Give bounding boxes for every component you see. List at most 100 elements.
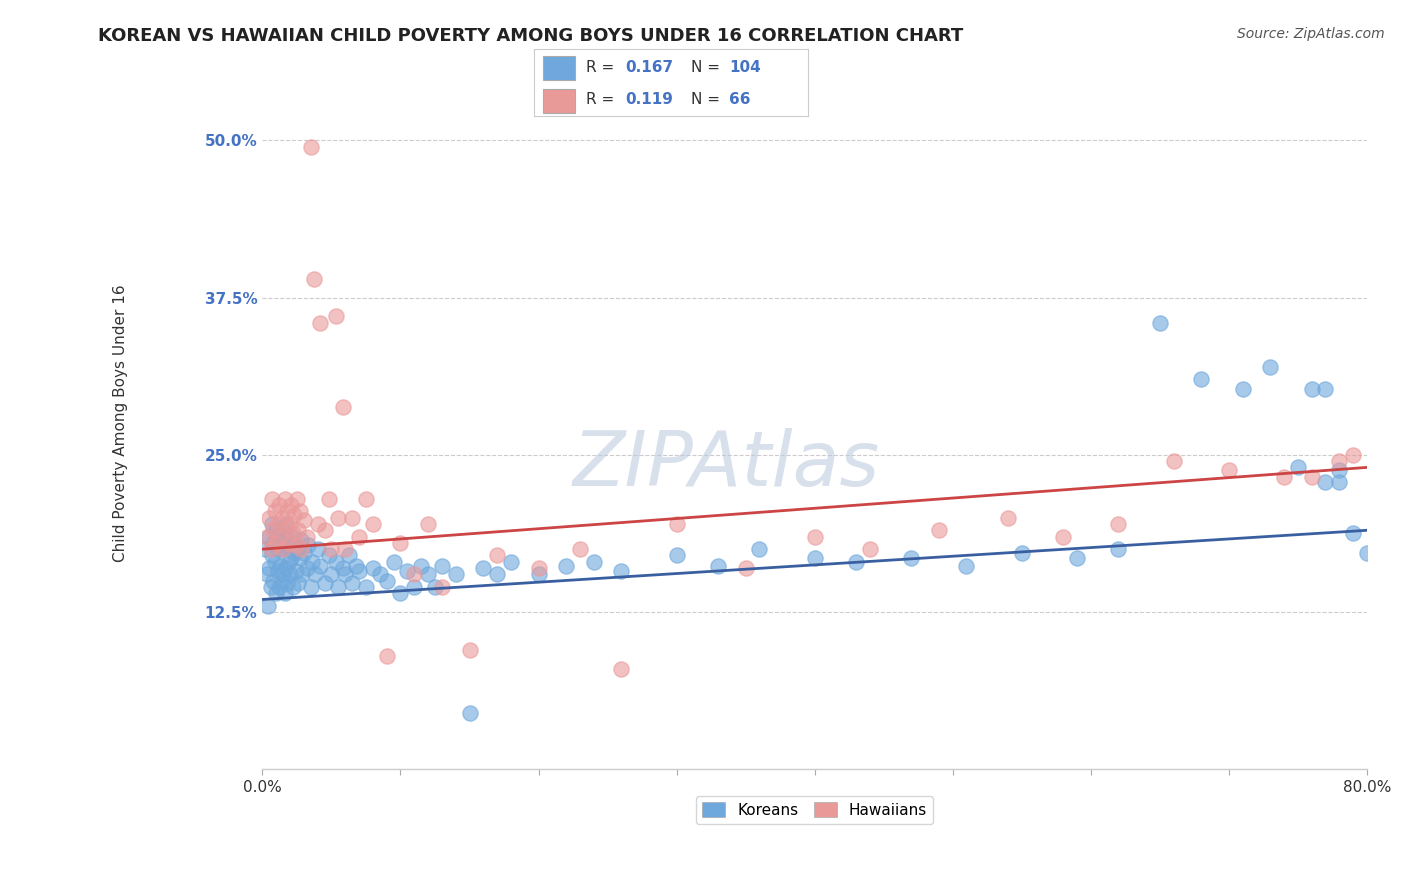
Point [304, 567, 326, 582]
Point [256, 567, 278, 582]
Point [404, 580, 426, 594]
Point [281, 525, 304, 540]
Point [555, 558, 578, 573]
FancyBboxPatch shape [543, 55, 575, 80]
Point [309, 316, 332, 330]
Point [610, 662, 633, 676]
Point [318, 549, 340, 563]
Text: 104: 104 [728, 60, 761, 75]
Point [263, 504, 285, 518]
Point [266, 516, 288, 531]
Text: N =: N = [690, 92, 724, 107]
Point [368, 567, 391, 582]
Point [283, 546, 305, 560]
Point [1066, 551, 1088, 566]
Point [259, 561, 281, 575]
Point [1272, 470, 1295, 484]
Point [299, 139, 322, 153]
Point [1189, 372, 1212, 386]
Point [325, 555, 347, 569]
Text: KOREAN VS HAWAIIAN CHILD POVERTY AMONG BOYS UNDER 16 CORRELATION CHART: KOREAN VS HAWAIIAN CHILD POVERTY AMONG B… [98, 27, 963, 45]
Point [1301, 383, 1323, 397]
Point [285, 491, 308, 506]
Point [276, 576, 298, 591]
Point [302, 271, 325, 285]
Point [803, 551, 825, 566]
Point [264, 524, 287, 538]
Point [278, 536, 301, 550]
Point [423, 580, 446, 594]
Point [458, 642, 481, 657]
Point [287, 576, 309, 591]
Point [259, 530, 281, 544]
Point [347, 564, 370, 578]
Point [280, 498, 302, 512]
Point [339, 549, 361, 563]
Point [274, 561, 297, 575]
Point [263, 536, 285, 550]
Point [307, 542, 329, 557]
Point [297, 538, 319, 552]
Point [1327, 475, 1350, 490]
Point [665, 549, 688, 563]
Point [287, 524, 309, 538]
Point [291, 567, 314, 582]
Point [269, 538, 291, 552]
Point [276, 504, 298, 518]
Point [734, 561, 756, 575]
Point [1258, 359, 1281, 374]
Point [314, 576, 336, 591]
Point [270, 510, 292, 524]
Point [318, 491, 340, 506]
Point [375, 649, 398, 664]
Point [284, 538, 307, 552]
Point [290, 533, 312, 548]
Point [271, 542, 294, 557]
Point [1011, 546, 1033, 560]
Point [263, 524, 285, 538]
Point [290, 542, 312, 557]
Point [527, 567, 550, 582]
Point [277, 536, 299, 550]
Point [271, 542, 294, 557]
Point [285, 542, 308, 557]
Point [264, 586, 287, 600]
Point [389, 536, 412, 550]
Point [527, 561, 550, 575]
Point [416, 567, 439, 582]
Point [1232, 383, 1254, 397]
Point [1341, 525, 1364, 540]
Point [486, 549, 509, 563]
Point [273, 530, 295, 544]
Point [1315, 475, 1337, 490]
Text: ZIPAtlas: ZIPAtlas [572, 428, 880, 502]
Text: R =: R = [586, 92, 620, 107]
Point [281, 530, 304, 544]
Point [260, 542, 283, 557]
Point [928, 524, 950, 538]
Point [707, 558, 730, 573]
Point [396, 564, 419, 578]
Point [281, 580, 304, 594]
Point [295, 561, 318, 575]
Point [803, 530, 825, 544]
Point [278, 516, 301, 531]
Point [416, 516, 439, 531]
Point [1163, 454, 1185, 468]
Point [269, 558, 291, 573]
Point [430, 558, 453, 573]
Point [292, 546, 315, 560]
Point [256, 530, 278, 544]
Point [301, 555, 323, 569]
Point [292, 513, 315, 527]
Point [568, 542, 591, 557]
Point [610, 564, 633, 578]
Point [859, 542, 882, 557]
Point [458, 706, 481, 720]
Text: 0.119: 0.119 [624, 92, 672, 107]
Point [845, 555, 868, 569]
Point [262, 516, 284, 531]
Point [444, 567, 467, 582]
Point [262, 549, 284, 563]
Point [270, 574, 292, 588]
